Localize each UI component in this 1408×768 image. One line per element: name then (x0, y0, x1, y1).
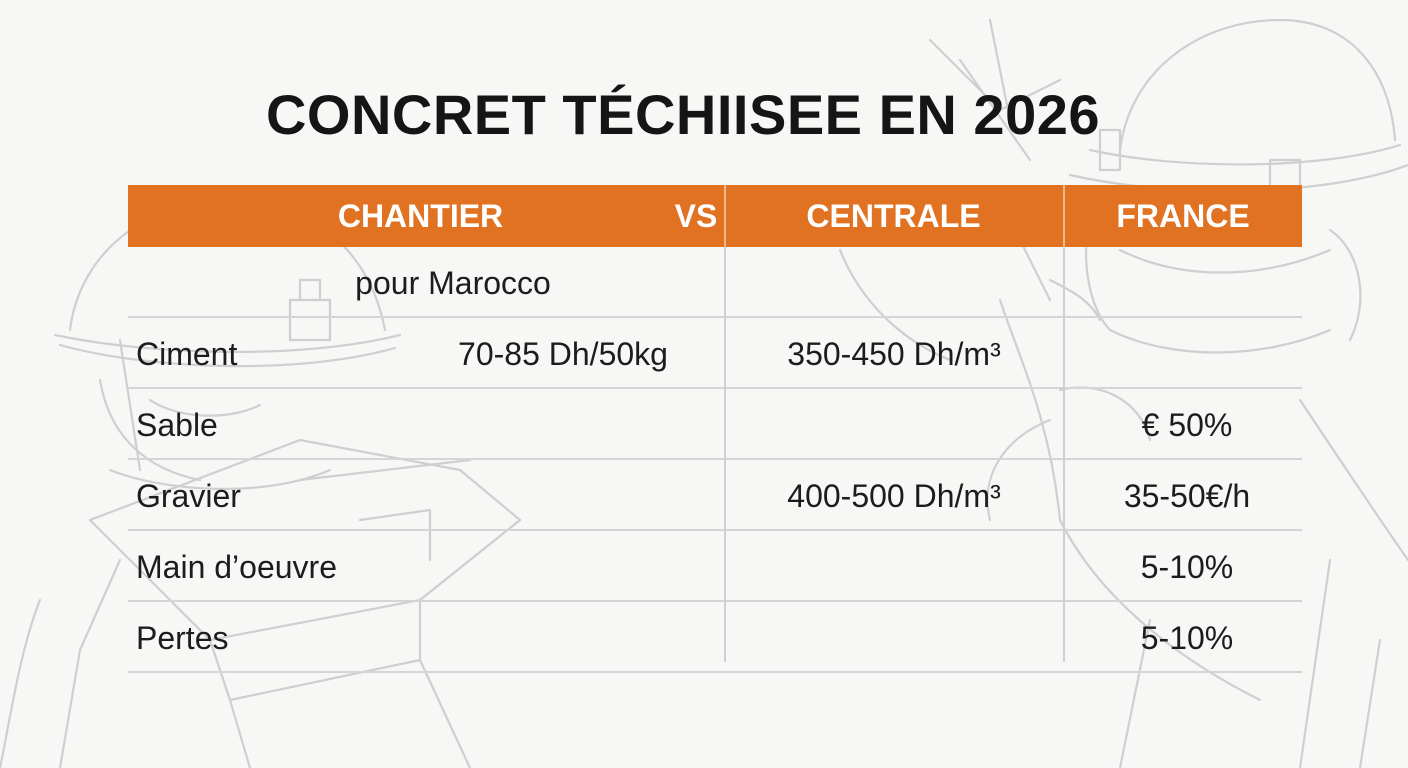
cell-france: 35-50€/h (1123, 478, 1251, 514)
table-row: Pertes 5-10% (128, 602, 1302, 673)
header-centrale: CENTRALE (806, 198, 981, 234)
cell-chantier (398, 531, 728, 600)
column-divider (724, 247, 726, 662)
header-france: FRANCE (1116, 198, 1250, 234)
cell-chantier: 70-85 Dh/50kg (458, 336, 668, 372)
right-worker-sketch (838, 18, 1408, 768)
comparison-table: CHANTIER VS CENTRALE FRANCE pour Marocco… (128, 185, 1302, 673)
cell-centrale (726, 602, 1062, 671)
cell-centrale (726, 531, 1062, 600)
column-divider (1063, 247, 1065, 662)
cell-france (1078, 318, 1296, 387)
cell-chantier (398, 602, 728, 671)
cell-chantier (398, 460, 728, 529)
table-row: Gravier 400-500 Dh/m³ 35-50€/h (128, 460, 1302, 531)
row-label: Gravier (136, 478, 241, 514)
cell-chantier (398, 389, 728, 458)
row-label: Ciment (136, 336, 238, 372)
page-title: CONCRET TÉCHIISEE EN 2026 (265, 83, 1101, 146)
cell-france: € 50% (1141, 407, 1233, 443)
subtitle-cell: pour Marocco (355, 265, 551, 301)
cell-france: 5-10% (1140, 549, 1234, 585)
cell-centrale: 400-500 Dh/m³ (787, 478, 1001, 514)
header-chantier: CHANTIER (337, 198, 504, 234)
row-label: Sable (136, 407, 218, 443)
table-row-subtitle: pour Marocco (128, 247, 1302, 318)
left-worker-sketch (0, 198, 522, 768)
row-label: Main d’oeuvre (136, 549, 337, 585)
table-row: Main d’oeuvre 5-10% (128, 531, 1302, 602)
table-header: CHANTIER VS CENTRALE FRANCE (128, 185, 1302, 247)
table-row: Sable € 50% (128, 389, 1302, 460)
table-row: Ciment 70-85 Dh/50kg 350-450 Dh/m³ (128, 318, 1302, 389)
header-vs: VS (674, 198, 718, 234)
row-label: Pertes (136, 620, 229, 656)
cell-france: 5-10% (1140, 620, 1234, 656)
cell-centrale: 350-450 Dh/m³ (787, 336, 1001, 372)
cell-centrale (726, 389, 1062, 458)
header-divider (1063, 185, 1065, 247)
header-divider (724, 185, 726, 247)
